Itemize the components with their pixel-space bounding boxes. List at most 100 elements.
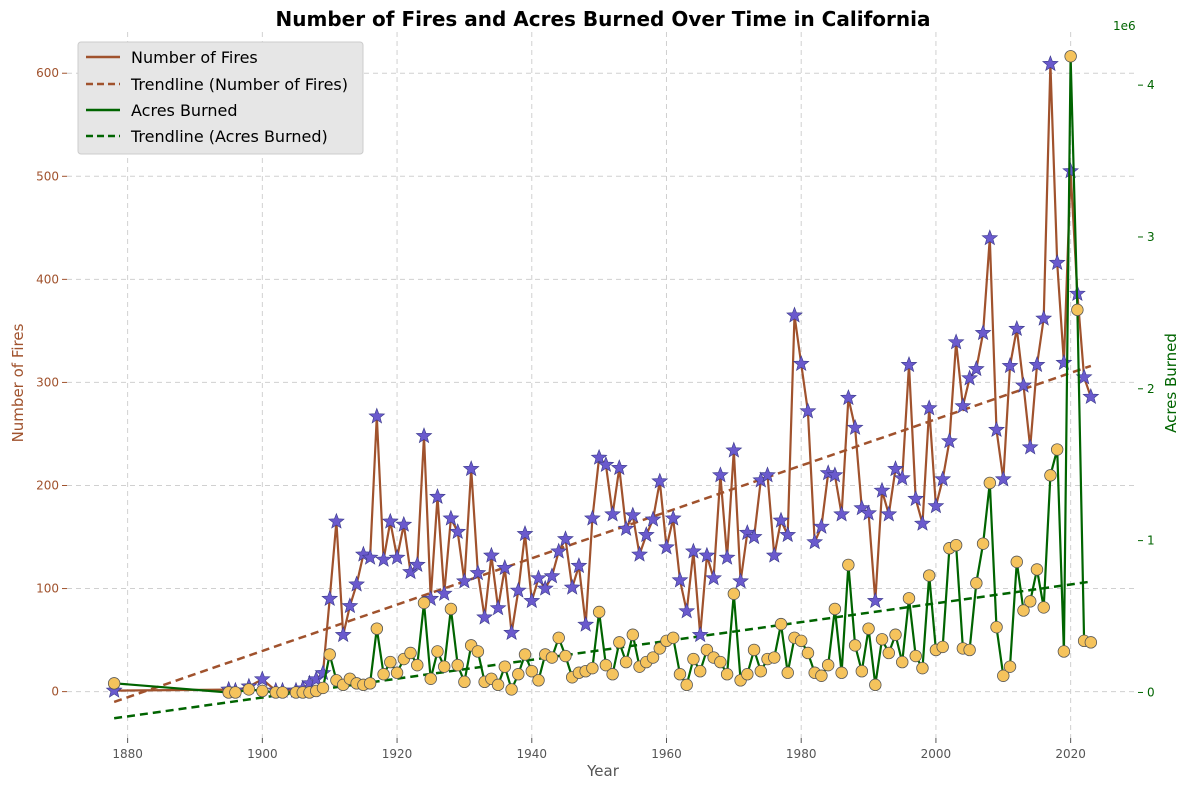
acres-point	[518, 648, 532, 661]
fires-point	[631, 545, 649, 562]
acres-point	[896, 655, 909, 669]
x-tick-label: 1920	[382, 747, 413, 761]
fires-point	[988, 420, 1006, 437]
fires-point	[637, 526, 655, 543]
fires-point	[610, 459, 628, 476]
y-right-tick-label: 3	[1147, 230, 1155, 244]
fires-point	[429, 487, 446, 504]
fires-point	[947, 333, 965, 350]
acres-point	[882, 646, 895, 660]
acres-point	[417, 596, 431, 610]
acres-point	[687, 652, 700, 666]
fires-point	[806, 533, 824, 550]
fires-point	[1082, 388, 1100, 404]
fires-point	[934, 470, 952, 487]
fires-point	[550, 542, 568, 559]
acres-point	[922, 569, 936, 582]
acres-point	[862, 622, 875, 635]
y-left-tick-label: 200	[36, 478, 59, 492]
fires-point	[1028, 356, 1046, 373]
fires-point	[375, 550, 393, 567]
legend-label-fires-trend: Trendline (Number of Fires)	[130, 75, 348, 94]
fires-point	[1015, 376, 1032, 393]
fires-point	[913, 514, 931, 531]
y-right-tick-label: 4	[1147, 78, 1155, 92]
fires-point	[759, 466, 776, 483]
acres-point	[902, 592, 916, 605]
fires-point	[671, 571, 689, 588]
acres-point	[276, 686, 289, 699]
acres-point	[916, 661, 929, 675]
y-right-tick-label: 1	[1147, 534, 1155, 548]
fires-point	[840, 389, 857, 406]
fires-point	[738, 524, 756, 541]
fires-point	[873, 481, 891, 498]
acres-point	[532, 674, 545, 687]
y-left-tick-label: 500	[36, 169, 59, 183]
acres-point	[747, 643, 761, 657]
fires-point	[1008, 319, 1026, 336]
fires-point	[523, 592, 541, 609]
acres-point	[505, 683, 518, 696]
acres-point	[869, 678, 882, 692]
acres-series	[107, 50, 1098, 699]
fires-point	[705, 569, 722, 586]
acres-point	[720, 668, 734, 681]
y-axis-left-title: Number of Fires	[9, 323, 27, 442]
acres-point	[1044, 469, 1057, 482]
x-tick-label: 2020	[1055, 747, 1086, 761]
acres-point	[444, 602, 458, 616]
acres-point	[229, 686, 242, 699]
acres-point	[363, 677, 377, 690]
x-tick-label: 1980	[786, 747, 817, 761]
fires-point	[684, 542, 702, 559]
acres-point	[754, 664, 767, 678]
fires-point	[927, 497, 945, 514]
fires-point	[388, 548, 406, 565]
acres-point	[768, 651, 781, 664]
fires-point	[880, 505, 898, 522]
fires-point	[1048, 254, 1066, 270]
acres-point	[680, 678, 693, 692]
fires-point	[381, 512, 399, 529]
fires-point	[900, 356, 918, 373]
fires-point	[644, 510, 662, 527]
acres-point	[835, 666, 848, 679]
fires-point	[253, 670, 271, 687]
y-right-tick-label: 2	[1147, 382, 1155, 396]
acres-point	[606, 668, 619, 681]
acres-point	[613, 636, 626, 649]
acres-point	[471, 645, 485, 658]
acres-point	[983, 476, 997, 490]
fires-point	[981, 229, 999, 246]
fires-point	[967, 360, 985, 377]
acres-point	[936, 640, 949, 654]
fires-point	[833, 505, 850, 522]
fires-point	[604, 505, 622, 522]
chart-title: Number of Fires and Acres Burned Over Ti…	[276, 7, 931, 31]
acres-point	[673, 668, 687, 681]
fires-point	[974, 324, 992, 341]
acres-point	[559, 649, 572, 663]
fires-point	[442, 509, 460, 526]
acres-point	[990, 620, 1003, 634]
acres-point	[107, 677, 121, 690]
fires-point	[678, 602, 696, 619]
fires-point	[556, 530, 574, 547]
legend: Number of Fires Trendline (Number of Fir…	[77, 41, 364, 155]
legend-label-acres: Acres Burned	[131, 101, 238, 120]
fires-point	[334, 626, 352, 643]
acres-point	[976, 537, 990, 550]
acres-point	[774, 617, 788, 631]
fires-point	[826, 466, 844, 483]
fires-point	[1035, 309, 1053, 326]
acres-point	[646, 651, 660, 664]
fires-point	[597, 456, 615, 472]
acres-point	[525, 664, 538, 678]
acres-point	[795, 634, 808, 648]
fires-point	[402, 563, 419, 580]
acres-point	[1030, 563, 1044, 576]
acres-point	[781, 666, 794, 679]
fires-point	[792, 355, 810, 371]
legend-label-acres-trend: Trendline (Acres Burned)	[130, 127, 328, 146]
